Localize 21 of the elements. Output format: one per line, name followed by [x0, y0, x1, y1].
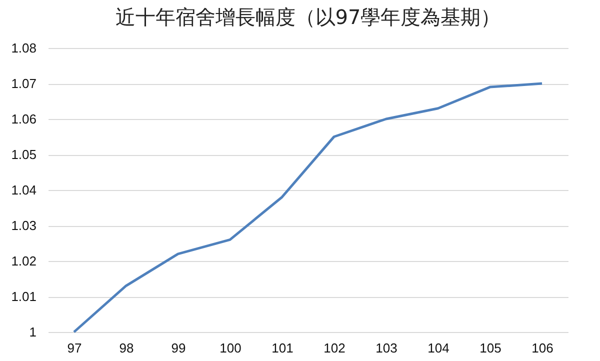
- x-tick-label: 102: [324, 340, 346, 356]
- x-tick-label: 97: [67, 340, 82, 356]
- y-tick-label: 1.08: [11, 40, 36, 56]
- x-tick-label: 106: [532, 340, 554, 356]
- x-tick-label: 104: [428, 340, 450, 356]
- x-tick-label: 101: [272, 340, 294, 356]
- x-tick-label: 105: [480, 340, 502, 356]
- x-tick-label: 99: [171, 340, 186, 356]
- y-tick-label: 1.05: [11, 147, 36, 162]
- chart-title: 近十年宿舍增長幅度（以97學年度為基期）: [115, 5, 501, 29]
- x-tick-label: 103: [376, 340, 398, 356]
- y-tick-label: 1.06: [11, 112, 36, 126]
- x-tick-label: 100: [220, 340, 242, 356]
- y-tick-label: 1: [29, 324, 36, 340]
- y-tick-label: 1.07: [11, 76, 36, 91]
- y-tick-label: 1.01: [11, 289, 36, 304]
- line-series: [72, 82, 544, 334]
- x-tick-label: 98: [119, 340, 134, 356]
- y-tick-label: 1.04: [11, 182, 36, 198]
- y-tick-label: 1.03: [11, 218, 36, 233]
- y-tick-label: 1.02: [11, 254, 36, 268]
